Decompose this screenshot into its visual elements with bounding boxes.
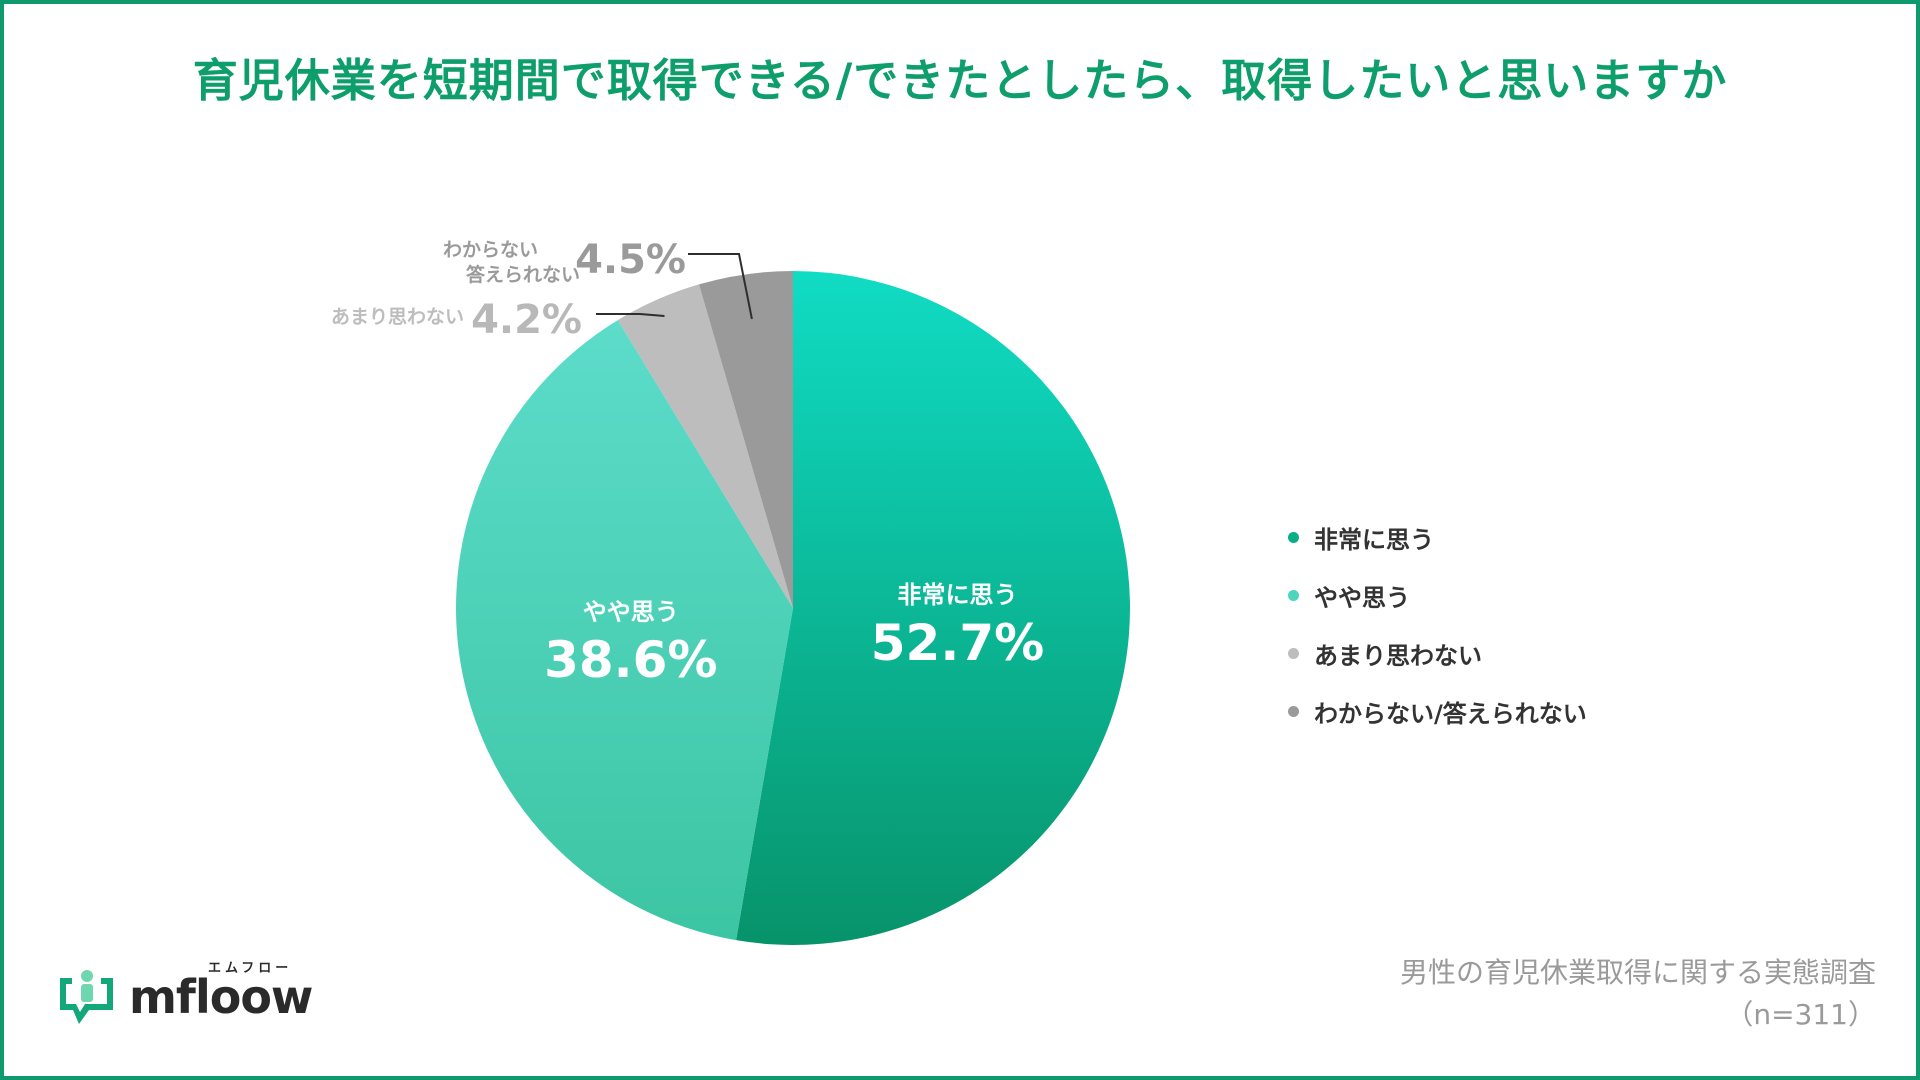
slice-value-label: 4.5% — [575, 237, 686, 283]
chart-title: 育児休業を短期間で取得できる/できたとしたら、取得したいと思いますか — [192, 54, 1728, 107]
brand-logo: エムフロー mfloow — [54, 961, 334, 1026]
legend-label: 非常に思う — [1314, 525, 1434, 554]
legend-label: やや思う — [1314, 583, 1410, 612]
pie-slice — [456, 320, 793, 941]
sample-size: （n=311） — [1725, 998, 1876, 1031]
pie-slice — [617, 284, 793, 608]
legend-dot-icon — [1288, 589, 1299, 601]
legend-dot-icon — [1288, 705, 1299, 717]
legend-item: わからない/答えられない — [1288, 682, 1587, 740]
slice-category-label: やや思う — [583, 598, 679, 626]
slice-category-label: わからない — [443, 239, 538, 261]
slice-value-label: 52.7% — [871, 614, 1044, 672]
legend: 非常に思う やや思う あまり思わない わからない/答えられない — [1288, 508, 1587, 740]
callout-line — [596, 313, 665, 317]
source-note: 男性の育児休業取得に関する実態調査 （n=311） — [1400, 952, 1876, 1036]
pie-slice — [736, 271, 1131, 945]
legend-dot-icon — [1288, 647, 1299, 659]
callout-line — [688, 253, 753, 320]
speech-person-icon — [60, 970, 113, 1024]
slice-category-label: 非常に思う — [898, 581, 1018, 609]
legend-item: あまり思わない — [1288, 624, 1587, 682]
legend-item: 非常に思う — [1288, 508, 1587, 566]
legend-item: やや思う — [1288, 566, 1587, 624]
pie-slice — [698, 271, 793, 608]
slice-value-label: 4.2% — [471, 297, 582, 343]
slice-category-label: 答えられない — [466, 263, 580, 286]
logo-wordmark: mfloow — [129, 970, 313, 1024]
slice-value-label: 38.6% — [544, 631, 717, 689]
slice-category-label: あまり思わない — [331, 306, 464, 328]
legend-dot-icon — [1288, 531, 1299, 543]
legend-label: あまり思わない — [1314, 641, 1482, 670]
source-title: 男性の育児休業取得に関する実態調査 — [1399, 956, 1876, 989]
logo-ruby: エムフロー — [208, 961, 293, 976]
legend-label: わからない/答えられない — [1314, 699, 1587, 728]
